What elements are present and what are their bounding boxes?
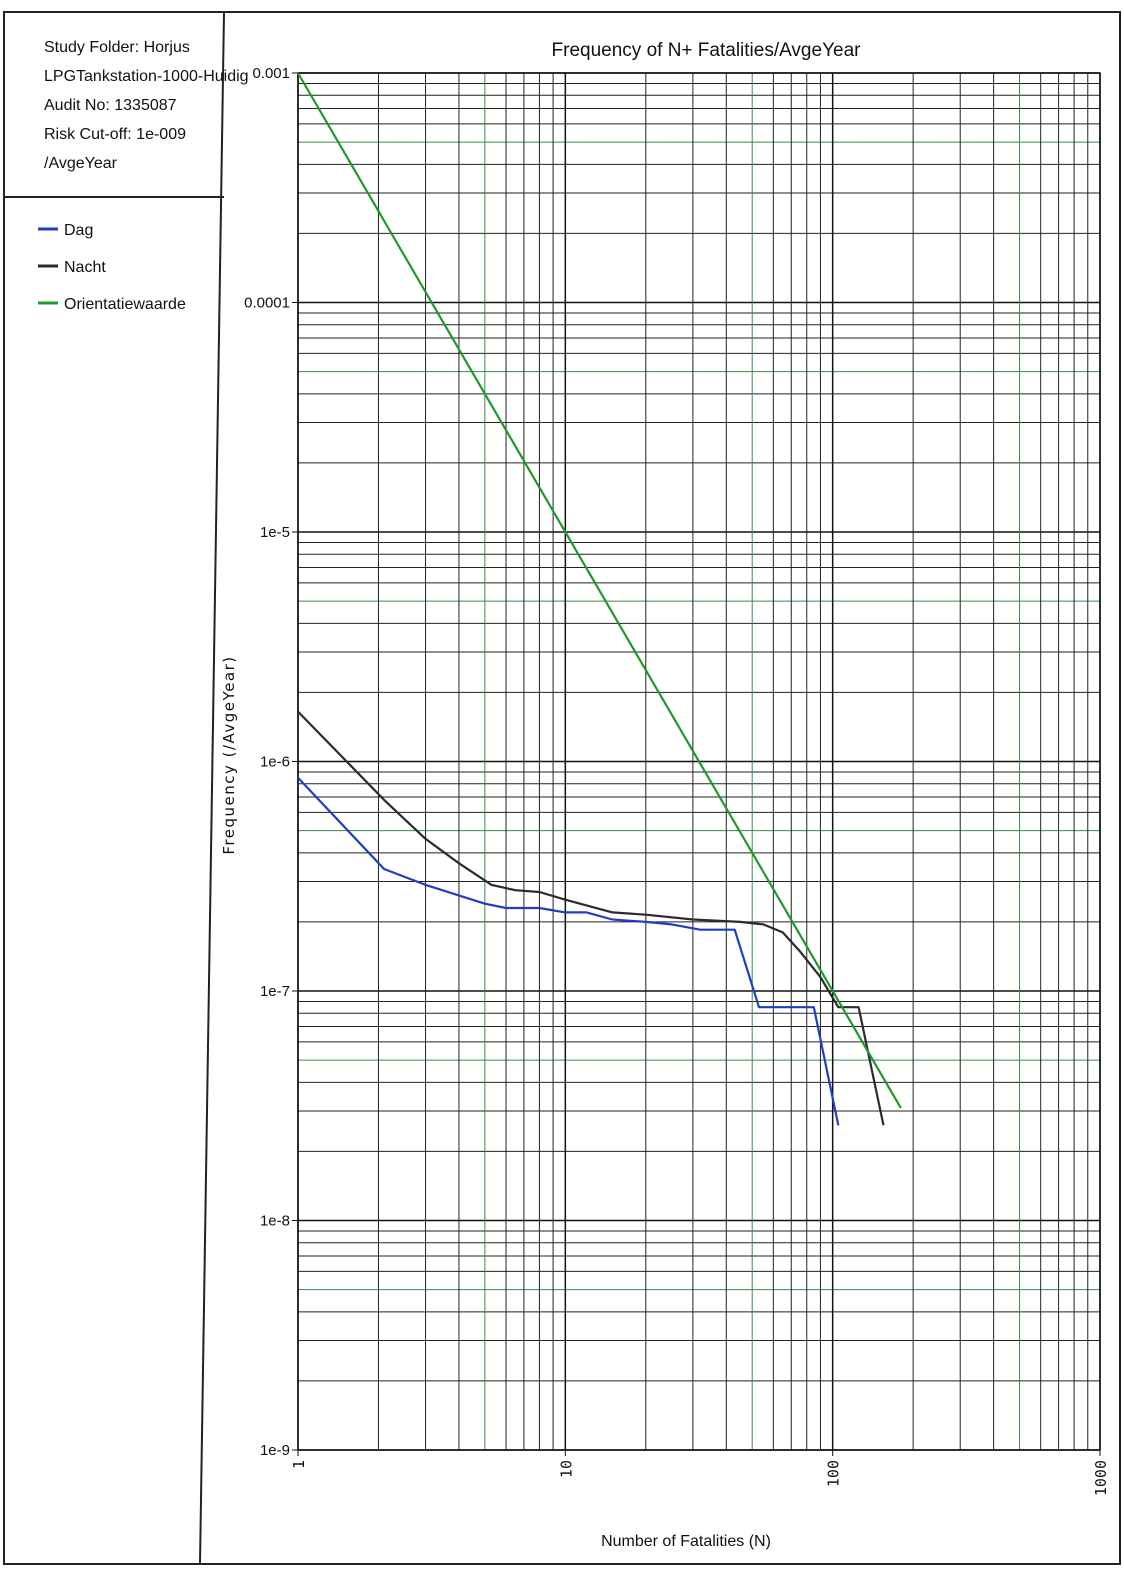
left-panel-divider — [199, 11, 225, 1565]
info-line: Audit No: 1335087 — [44, 97, 177, 114]
y-axis-label: Frequency (/AvgeYear) — [220, 655, 238, 854]
tick-labels: 0.001 0.0001 1e-5 1e-6 1e-7 1e-8 1e-91 10 100 100… — [244, 65, 1110, 1496]
study-info: Study Folder: Horjus LPGTankstation-1000… — [44, 39, 249, 172]
grid — [297, 72, 1101, 1451]
legend-label-nacht: Nacht — [64, 259, 106, 276]
legend-label-dag: Dag — [64, 222, 93, 239]
series — [297, 72, 902, 1126]
x-axis-label: Number of Fatalities (N) — [601, 1533, 771, 1550]
chart-title: Frequency of N+ Fatalities/AvgeYear — [552, 40, 862, 61]
x-tick-label: 1000 — [1092, 1460, 1110, 1496]
series-line-dag — [297, 776, 840, 1126]
x-tick-label: 100 — [825, 1460, 843, 1487]
page-frame — [3, 11, 1121, 1565]
legend: Dag Nacht Orientatiewaarde — [38, 222, 186, 313]
y-tick-label: 1e-6 — [260, 754, 290, 771]
y-tick-label: 0.001 — [252, 65, 290, 82]
y-tick-label: 1e-8 — [260, 1213, 290, 1230]
info-line: /AvgeYear — [44, 155, 118, 172]
y-tick-label: 1e-5 — [260, 524, 290, 541]
y-tick-label: 1e-9 — [260, 1442, 290, 1459]
info-line: Study Folder: Horjus — [44, 39, 190, 56]
x-tick-label: 10 — [557, 1460, 575, 1478]
info-line: LPGTankstation-1000-Huidig — [44, 68, 249, 85]
y-tick-label: 0.0001 — [244, 295, 290, 312]
x-tick-label: 1 — [290, 1460, 308, 1469]
y-tick-label: 1e-7 — [260, 983, 290, 1000]
legend-label-orientatiewaarde: Orientatiewaarde — [64, 296, 186, 313]
info-line: Risk Cut-off: 1e-009 — [44, 126, 186, 143]
series-line-orientatiewaarde — [297, 72, 902, 1109]
series-line-nacht — [297, 710, 885, 1126]
